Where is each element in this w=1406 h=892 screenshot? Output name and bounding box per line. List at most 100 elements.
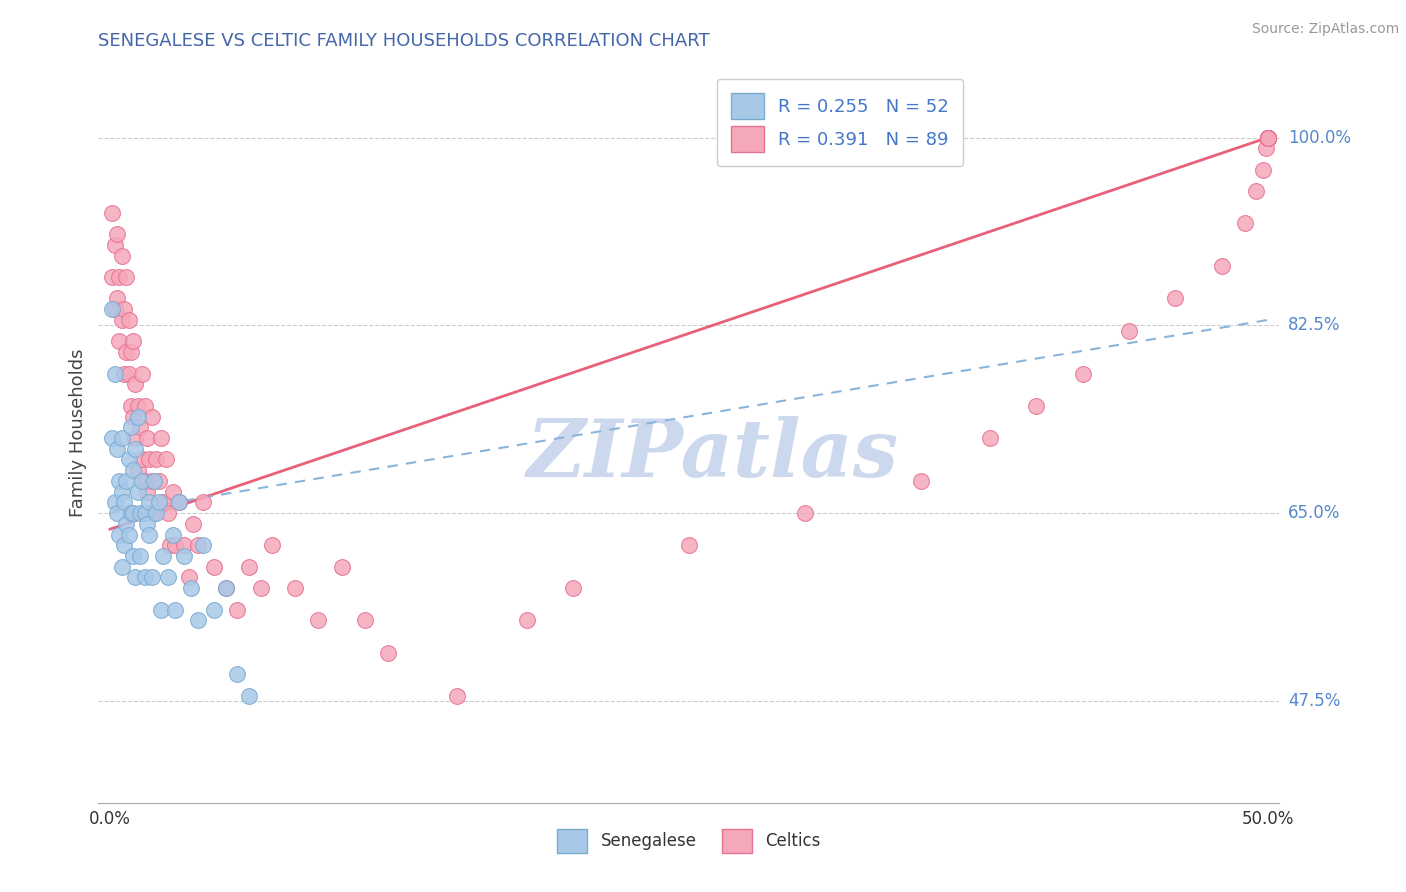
Point [1164,292,1187,306]
Point [112,538,135,552]
Point [105,227,128,241]
Point [149,431,172,445]
Point [105,442,128,456]
Point [131,474,153,488]
Point [124,377,146,392]
Y-axis label: Family Households: Family Households [69,349,87,516]
Point [108,474,131,488]
Point [127,409,149,424]
Point [1257,130,1279,145]
Point [152,549,174,563]
Point [226,602,249,616]
Point [191,538,214,552]
Point [173,549,195,563]
Point [152,495,174,509]
Point [101,431,124,445]
Point [138,452,160,467]
Point [122,506,145,520]
Point [124,442,146,456]
Point [122,549,145,563]
Point [1257,130,1279,145]
Point [122,463,145,477]
Point [134,474,156,488]
Point [1257,130,1279,145]
Point [134,570,156,584]
Point [108,334,131,349]
Point [238,689,260,703]
Point [134,506,156,520]
Point [124,431,146,445]
Point [141,409,163,424]
Point [173,538,195,552]
Point [108,527,131,541]
Point [117,367,139,381]
Point [110,484,132,499]
Point [446,689,468,703]
Point [129,420,152,434]
Point [1254,141,1277,155]
Legend: Senegalese, Celtics: Senegalese, Celtics [550,821,828,861]
Point [156,570,179,584]
Point [159,538,181,552]
Point [131,367,153,381]
Point [104,237,127,252]
Point [215,581,238,595]
Point [1246,184,1268,198]
Point [101,302,124,317]
Point [134,399,156,413]
Point [110,431,132,445]
Point [129,549,152,563]
Point [136,431,159,445]
Point [145,506,167,520]
Point [562,581,585,595]
Point [169,495,191,509]
Point [330,559,353,574]
Point [162,484,184,499]
Point [793,506,815,520]
Point [101,270,124,285]
Point [110,313,132,327]
Point [117,313,139,327]
Point [101,205,124,219]
Point [124,570,146,584]
Point [143,474,166,488]
Point [1257,130,1279,145]
Point [1257,130,1279,145]
Point [127,463,149,477]
Point [516,614,538,628]
Point [148,495,170,509]
Point [1118,324,1140,338]
Point [202,602,225,616]
Point [163,602,186,616]
Point [1211,260,1233,274]
Point [202,559,225,574]
Point [138,527,160,541]
Point [129,506,152,520]
Point [1257,130,1279,145]
Point [108,270,131,285]
Point [1257,130,1279,145]
Point [127,399,149,413]
Point [104,367,127,381]
Point [262,538,284,552]
Point [127,484,149,499]
Point [1257,130,1279,145]
Point [156,506,179,520]
Point [148,474,170,488]
Point [112,495,135,509]
Point [120,506,142,520]
Point [215,581,238,595]
Point [141,474,163,488]
Text: ZIPatlas: ZIPatlas [526,416,898,493]
Point [136,516,159,531]
Point [187,614,209,628]
Text: 47.5%: 47.5% [1288,692,1340,710]
Point [183,516,205,531]
Point [115,516,138,531]
Point [122,409,145,424]
Point [1071,367,1094,381]
Point [115,270,138,285]
Point [141,570,163,584]
Point [120,345,142,359]
Text: 82.5%: 82.5% [1288,317,1340,334]
